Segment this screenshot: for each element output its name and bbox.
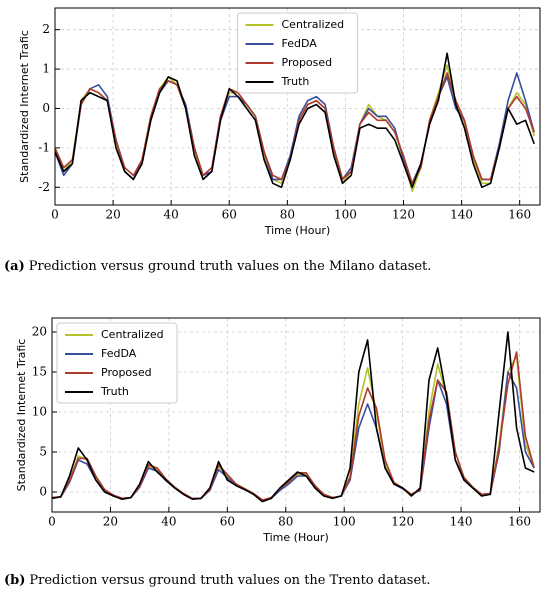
x-tick-label: 40 (164, 208, 179, 222)
x-tick-label: 20 (103, 515, 118, 529)
x-tick-label: 160 (508, 208, 531, 222)
x-tick-label: 20 (105, 208, 120, 222)
y-tick-label: 0 (42, 101, 50, 115)
caption-label: (a) (4, 259, 25, 274)
x-tick-label: 140 (450, 208, 473, 222)
legend-label: Centralized (282, 18, 345, 31)
x-tick-label: 80 (280, 208, 295, 222)
plot-frame (54, 7, 541, 206)
y-axis-label: Standardized Internet Trafic (15, 339, 28, 492)
caption-text: Prediction versus ground truth values on… (29, 259, 432, 274)
plot-frame (51, 317, 541, 513)
x-tick-label: 100 (333, 515, 356, 529)
x-tick-label: 0 (48, 515, 56, 529)
x-tick-label: 140 (450, 515, 473, 529)
x-tick-label: 160 (508, 515, 531, 529)
legend-label: FedDA (101, 347, 137, 360)
x-axis-label: Time (Hour) (264, 224, 331, 237)
x-tick-label: 40 (161, 515, 176, 529)
legend-label: Truth (281, 75, 310, 88)
x-tick-label: 60 (222, 208, 237, 222)
legend-label: Centralized (101, 328, 164, 341)
x-tick-label: 0 (51, 208, 59, 222)
y-tick-label: 10 (32, 405, 47, 419)
legend-box (56, 322, 178, 404)
y-tick-label: -2 (38, 180, 50, 194)
caption: (a) Prediction versus ground truth values… (4, 259, 431, 274)
legend-box (237, 12, 358, 94)
series-line (54, 52, 535, 189)
legend-label: Truth (100, 385, 129, 398)
y-tick-label: 20 (32, 325, 47, 339)
y-tick-label: 1 (42, 62, 50, 76)
legend-label: FedDA (282, 37, 318, 50)
legend: Centralized FedDA Proposed Truth (56, 322, 178, 404)
y-tick-label: 2 (42, 22, 50, 36)
y-tick-label: 15 (32, 365, 47, 379)
x-tick-label: 120 (392, 208, 415, 222)
x-tick-label: 80 (278, 515, 293, 529)
x-axis-label: Time (Hour) (262, 531, 329, 544)
x-tick-label: 60 (220, 515, 235, 529)
caption: (b) Prediction versus ground truth values… (4, 573, 431, 588)
caption-text: Prediction versus ground truth values on… (29, 573, 430, 588)
y-tick-label: 5 (39, 445, 47, 459)
legend: Centralized FedDA Proposed Truth (237, 12, 358, 94)
y-tick-label: 0 (39, 485, 47, 499)
x-tick-label: 100 (334, 208, 357, 222)
series-line (51, 331, 535, 503)
x-tick-label: 120 (391, 515, 414, 529)
y-tick-label: -1 (38, 140, 50, 154)
legend-label: Proposed (101, 366, 152, 379)
legend-label: Proposed (282, 56, 333, 69)
y-axis-label: Standardized Internet Trafic (18, 30, 31, 183)
caption-label: (b) (4, 573, 25, 588)
